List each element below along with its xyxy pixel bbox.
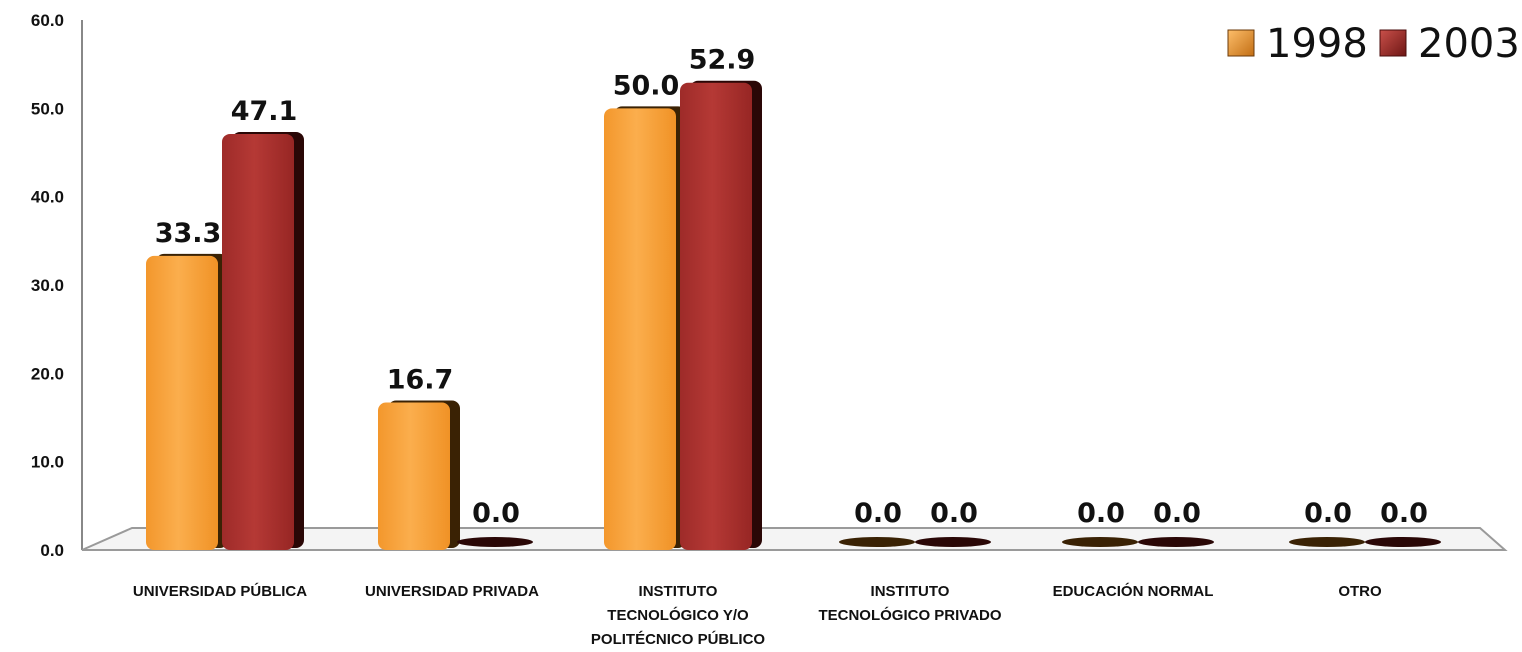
category-label-line: INSTITUTO xyxy=(639,583,718,600)
bars xyxy=(146,80,1441,550)
category-label: UNIVERSIDAD PRIVADA xyxy=(365,583,539,600)
value-label: 33.3 xyxy=(155,218,222,249)
category-label-line: EDUCACIÓN NORMAL xyxy=(1053,582,1214,600)
y-tick-label: 60.0 xyxy=(31,11,64,30)
category-label-line: POLITÉCNICO PÚBLICO xyxy=(591,630,766,648)
legend-item-1998: 1998 xyxy=(1227,21,1368,67)
category-label: INSTITUTO TECNOLÓGICO Y/O POLITÉCNICO PÚBL… xyxy=(591,583,766,648)
value-label: 52.9 xyxy=(689,45,756,76)
bar-2003-1 xyxy=(457,537,533,547)
category-label: UNIVERSIDAD PÚBLICA xyxy=(133,582,307,600)
category-label-line: TECNOLÓGICO Y/O xyxy=(607,606,749,624)
bar-face xyxy=(378,402,450,550)
bar-2003-4 xyxy=(1138,537,1214,547)
y-tick-label: 50.0 xyxy=(31,99,64,118)
legend-swatch-2003 xyxy=(1379,29,1407,57)
bar-2003-5 xyxy=(1365,537,1441,547)
bar-zero-cap xyxy=(915,537,991,547)
value-label: 47.1 xyxy=(231,96,298,127)
bar-2003-0 xyxy=(222,131,304,550)
bar-face xyxy=(222,133,294,550)
value-label: 0.0 xyxy=(1380,498,1428,529)
value-label: 0.0 xyxy=(930,498,978,529)
value-label: 0.0 xyxy=(1077,498,1125,529)
category-label: OTRO xyxy=(1338,583,1382,600)
bar-zero-cap xyxy=(1138,537,1214,547)
y-tick-label: 20.0 xyxy=(31,364,64,383)
value-label: 0.0 xyxy=(854,498,902,529)
legend-swatch-1998 xyxy=(1227,29,1255,57)
category-label-line: TECNOLÓGICO PRIVADO xyxy=(818,606,1001,624)
bar-2003-2 xyxy=(680,80,762,550)
y-tick-label: 40.0 xyxy=(31,188,64,207)
bar-1998-3 xyxy=(839,537,915,547)
y-tick-label: 30.0 xyxy=(31,276,64,295)
value-label: 16.7 xyxy=(387,364,454,395)
bar-zero-cap xyxy=(457,537,533,547)
bar-zero-cap xyxy=(839,537,915,547)
bar-face xyxy=(680,82,752,550)
value-label: 0.0 xyxy=(472,498,520,529)
bar-zero-cap xyxy=(1062,537,1138,547)
y-tick-label: 10.0 xyxy=(31,453,64,472)
bar-2003-3 xyxy=(915,537,991,547)
legend-label-2003: 2003 xyxy=(1418,21,1520,67)
bar-face xyxy=(604,108,676,550)
value-label: 50.0 xyxy=(613,70,680,101)
y-axis-ticks: 0.0 10.0 20.0 30.0 40.0 50.0 60.0 xyxy=(31,11,64,560)
category-labels: UNIVERSIDAD PÚBLICA UNIVERSIDAD PRIVADA IN… xyxy=(133,582,1382,648)
bar-face xyxy=(146,255,218,550)
category-label-line: INSTITUTO xyxy=(871,583,950,600)
category-label-line: OTRO xyxy=(1338,583,1382,600)
bar-1998-0 xyxy=(146,253,228,550)
value-labels: 33.3 16.7 50.0 0.0 0.0 0.0 47.1 0.0 52.9 0.0 0.0 0.… xyxy=(155,45,1428,529)
bar-1998-5 xyxy=(1289,537,1365,547)
value-label: 0.0 xyxy=(1304,498,1352,529)
category-label: EDUCACIÓN NORMAL xyxy=(1053,582,1214,600)
category-label-line: UNIVERSIDAD PÚBLICA xyxy=(133,582,307,600)
bar-1998-1 xyxy=(378,400,460,550)
category-label-line: UNIVERSIDAD PRIVADA xyxy=(365,583,539,600)
bar-zero-cap xyxy=(1365,537,1441,547)
legend-label-1998: 1998 xyxy=(1266,21,1368,67)
y-tick-label: 0.0 xyxy=(40,541,64,560)
legend: 1998 2003 xyxy=(1227,21,1520,67)
bar-zero-cap xyxy=(1289,537,1365,547)
value-label: 0.0 xyxy=(1153,498,1201,529)
bar-1998-2 xyxy=(604,106,686,550)
category-label: INSTITUTO TECNOLÓGICO PRIVADO xyxy=(818,583,1001,624)
legend-item-2003: 2003 xyxy=(1379,21,1520,67)
bar-1998-4 xyxy=(1062,537,1138,547)
